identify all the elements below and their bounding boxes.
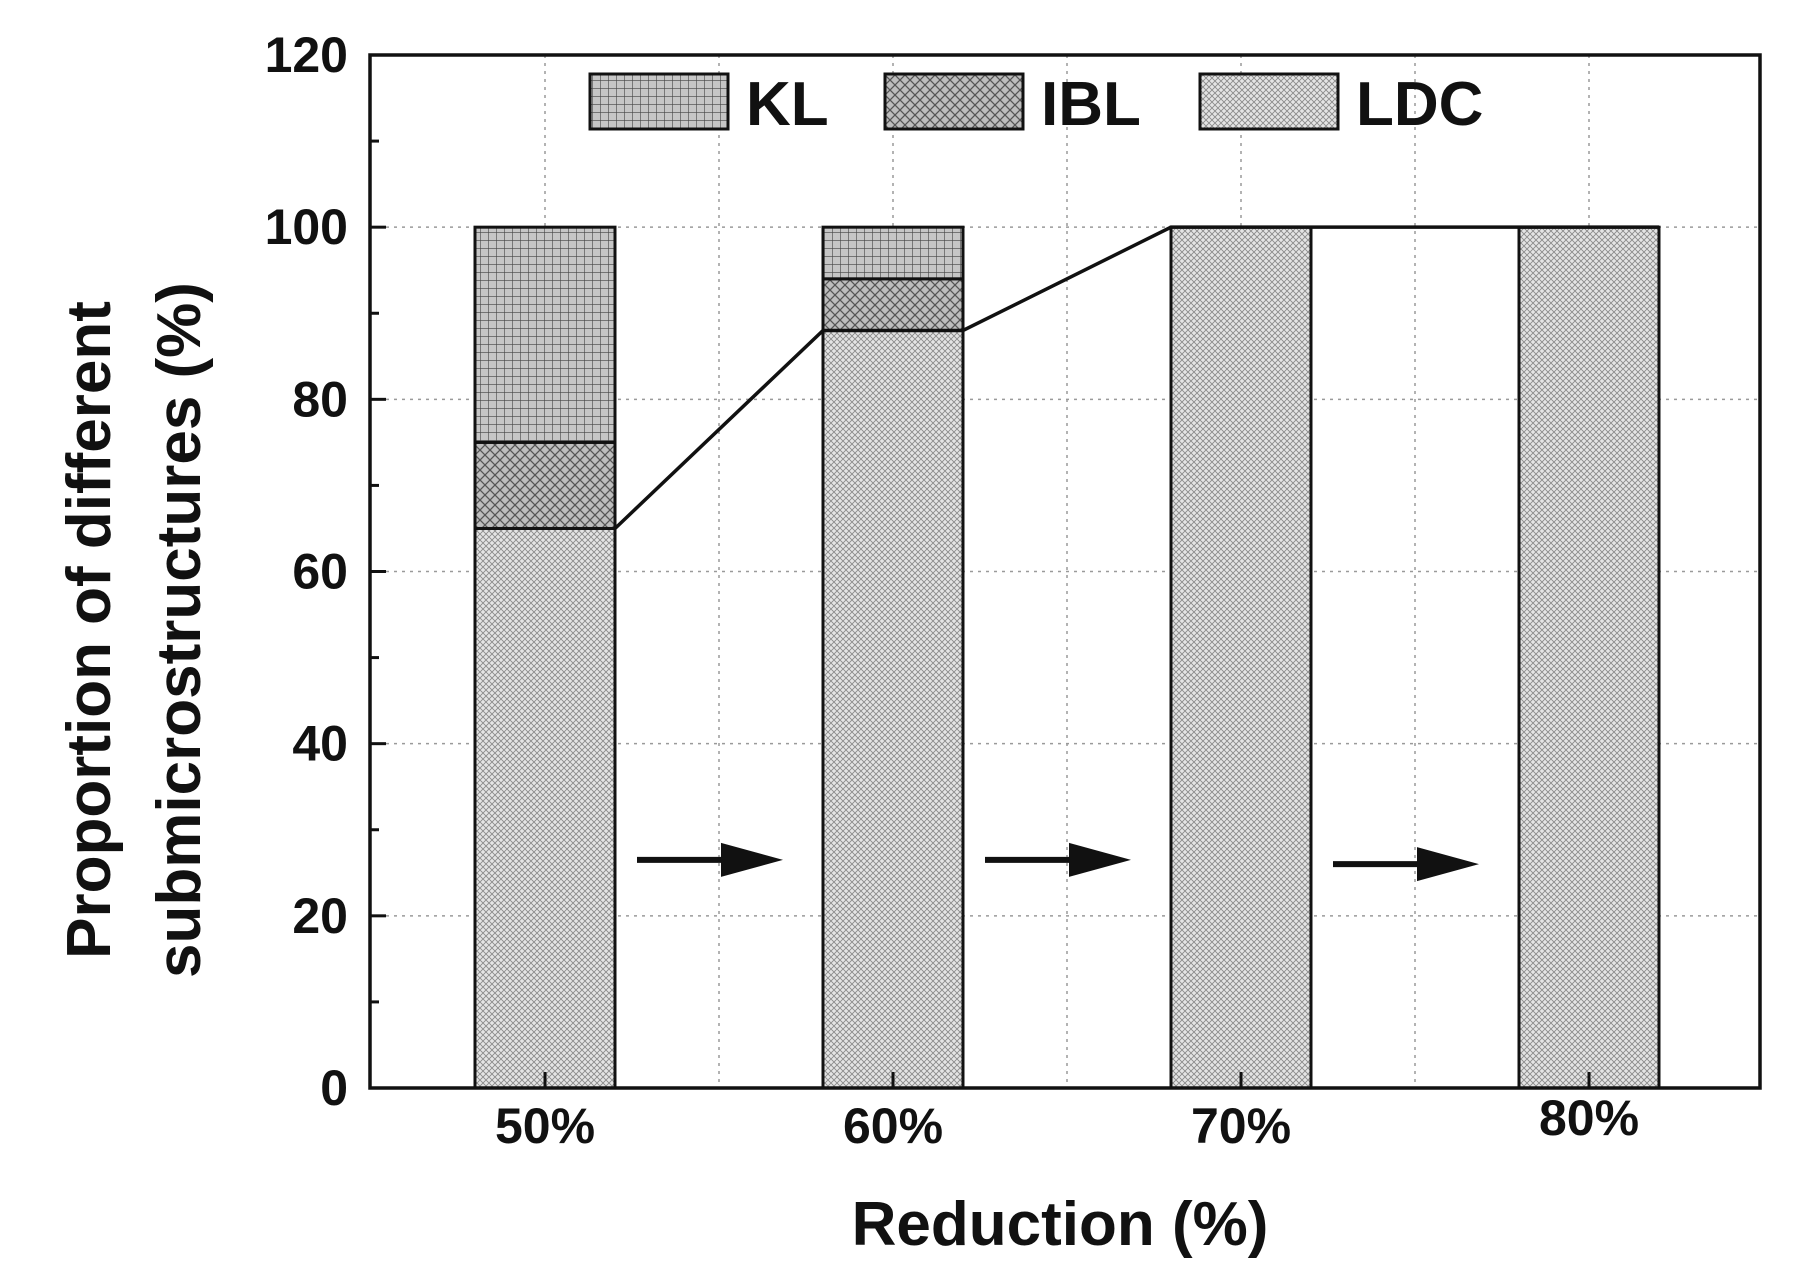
arrow-head bbox=[721, 842, 783, 877]
legend: KL IBL LDC bbox=[588, 70, 1483, 139]
legend-label-ldc: LDC bbox=[1356, 70, 1483, 139]
x-axis-title: Reduction (%) bbox=[852, 1190, 1269, 1259]
bar-ldc-50pct bbox=[473, 526, 617, 1090]
legend-swatch-kl bbox=[588, 72, 730, 131]
y-axis-title-line2: submicrostructures (%) bbox=[145, 282, 214, 978]
x-tick-label: 50% bbox=[495, 1098, 595, 1154]
legend-swatch-ibl bbox=[883, 72, 1025, 131]
bar-ldc-70pct bbox=[1169, 225, 1313, 1090]
y-tick-label: 20 bbox=[292, 888, 348, 944]
bar-ibl-60pct bbox=[821, 277, 965, 332]
y-tick-label: 80 bbox=[292, 371, 348, 427]
bars bbox=[473, 225, 1661, 1090]
bar-kl-60pct bbox=[821, 225, 965, 281]
arrows bbox=[637, 842, 1479, 882]
bar-kl-50pct bbox=[473, 225, 617, 444]
x-tick-label: 80% bbox=[1539, 1090, 1639, 1146]
trend-line-group bbox=[613, 225, 1659, 530]
arrow-head bbox=[1069, 842, 1131, 877]
legend-label-ibl: IBL bbox=[1041, 70, 1141, 139]
y-tick-label: 120 bbox=[265, 27, 348, 83]
y-tick-label: 100 bbox=[265, 199, 348, 255]
y-tick-label: 40 bbox=[292, 716, 348, 772]
bar-ibl-50pct bbox=[473, 440, 617, 530]
legend-label-kl: KL bbox=[746, 70, 829, 139]
y-tick-label: 0 bbox=[320, 1060, 348, 1116]
y-tick-label: 60 bbox=[292, 544, 348, 600]
legend-swatch-ldc bbox=[1198, 72, 1340, 131]
bar-ldc-80pct bbox=[1517, 225, 1661, 1090]
y-axis-title-line1: Proportion of different bbox=[55, 301, 124, 959]
bar-ldc-60pct bbox=[821, 328, 965, 1090]
tick-labels: 0 20 40 60 80 100 120 50% 60% 70% 80% bbox=[265, 27, 1639, 1154]
ldc-trend-line bbox=[613, 225, 1659, 530]
x-tick-label: 60% bbox=[843, 1098, 943, 1154]
axes bbox=[368, 53, 1762, 1090]
arrow-head bbox=[1417, 847, 1479, 882]
x-tick-label: 70% bbox=[1191, 1098, 1291, 1154]
